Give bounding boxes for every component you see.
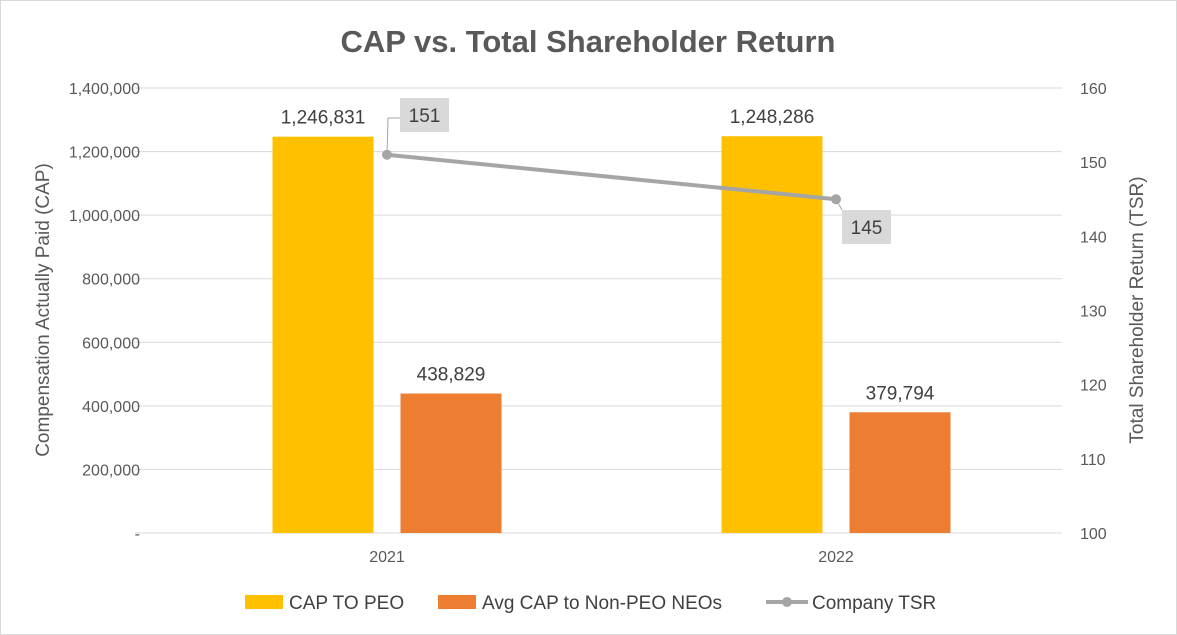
tsr-callout-leader	[835, 199, 843, 211]
bar-avg-cap-non-peo	[849, 412, 951, 533]
legend-label: Avg CAP to Non-PEO NEOs	[482, 593, 722, 614]
right-tick-label: 160	[1080, 81, 1107, 98]
tsr-line-path	[386, 152, 837, 202]
tsr-callout-box	[400, 98, 449, 132]
chart-title: CAP vs. Total Shareholder Return	[341, 24, 836, 59]
bar-data-label: 1,248,286	[730, 107, 815, 128]
right-tick-label: 150	[1080, 155, 1107, 172]
left-axis-ticks: - 200,000 400,000 600,000 800,000 1,000,000 1,…	[69, 81, 140, 543]
right-tick-label: 120	[1080, 378, 1107, 395]
legend-swatch	[438, 595, 476, 609]
left-axis-title: Compensation Actually Paid (CAP)	[33, 163, 54, 457]
left-tick-label: 600,000	[82, 335, 140, 352]
left-tick-label: -	[135, 526, 140, 543]
left-tick-label: 800,000	[82, 272, 140, 289]
right-tick-label: 110	[1080, 452, 1106, 469]
legend-company-tsr: Company TSR	[766, 593, 936, 614]
left-tick-label: 400,000	[82, 399, 140, 416]
legend-cap-to-peo: CAP TO PEO	[245, 593, 404, 614]
bar-data-label: 1,246,831	[281, 108, 366, 129]
tsr-callout-box	[842, 210, 891, 244]
tsr-line: 151 145	[382, 98, 891, 244]
left-tick-label: 200,000	[82, 462, 140, 479]
right-tick-label: 130	[1080, 304, 1107, 321]
bar-cap-to-peo	[272, 136, 374, 534]
bars: 1,246,831 1,248,286 438,829 379,794	[272, 107, 951, 534]
left-tick-label: 1,000,000	[69, 208, 140, 225]
legend-avg-cap-non-peo: Avg CAP to Non-PEO NEOs	[438, 593, 722, 614]
right-tick-label: 100	[1080, 526, 1107, 543]
tsr-data-label: 151	[409, 106, 441, 127]
bar-cap-to-peo	[721, 136, 823, 533]
legend-marker	[782, 597, 792, 607]
right-tick-label: 140	[1080, 229, 1107, 246]
left-tick-label: 1,400,000	[69, 81, 140, 98]
category-label: 2022	[818, 549, 854, 566]
category-label: 2021	[369, 549, 405, 566]
right-axis-ticks: 100 110 120 130 140 150 160	[1080, 81, 1107, 543]
bar-avg-cap-non-peo	[400, 393, 502, 533]
left-tick-label: 1,200,000	[69, 145, 140, 162]
legend-label: Company TSR	[812, 593, 936, 614]
category-labels: 2021 2022	[369, 549, 854, 566]
legend-label: CAP TO PEO	[289, 593, 404, 614]
tsr-callout-leader	[386, 117, 400, 155]
legend: CAP TO PEO Avg CAP to Non-PEO NEOs Company…	[245, 593, 936, 614]
bar-data-label: 379,794	[866, 383, 935, 404]
legend-swatch	[245, 595, 283, 609]
bar-data-label: 438,829	[417, 365, 486, 386]
tsr-data-label: 145	[851, 218, 883, 239]
right-axis-title: Total Shareholder Return (TSR)	[1127, 176, 1148, 443]
